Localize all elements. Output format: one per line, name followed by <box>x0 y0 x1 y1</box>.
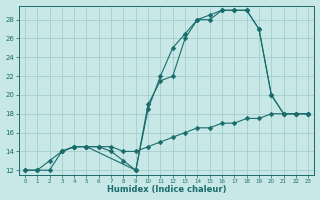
X-axis label: Humidex (Indice chaleur): Humidex (Indice chaleur) <box>107 185 226 194</box>
